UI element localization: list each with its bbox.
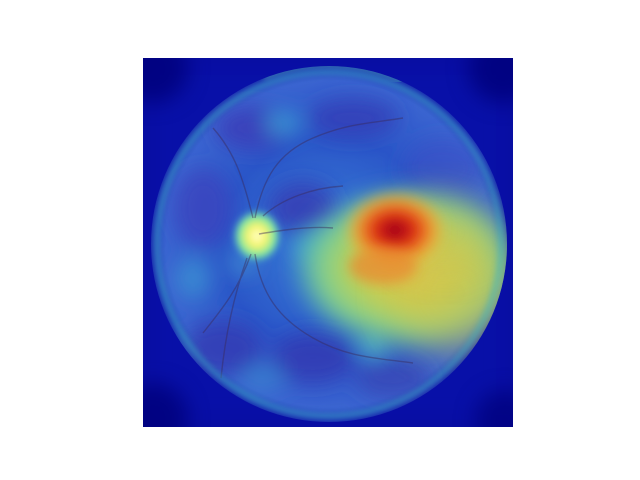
rim-ring xyxy=(154,69,504,419)
heatmap-svg xyxy=(143,58,513,427)
optic-disc xyxy=(231,208,283,264)
heatmap-image xyxy=(143,58,513,427)
retina-vessels xyxy=(202,117,414,379)
corner-vignette xyxy=(143,58,513,427)
